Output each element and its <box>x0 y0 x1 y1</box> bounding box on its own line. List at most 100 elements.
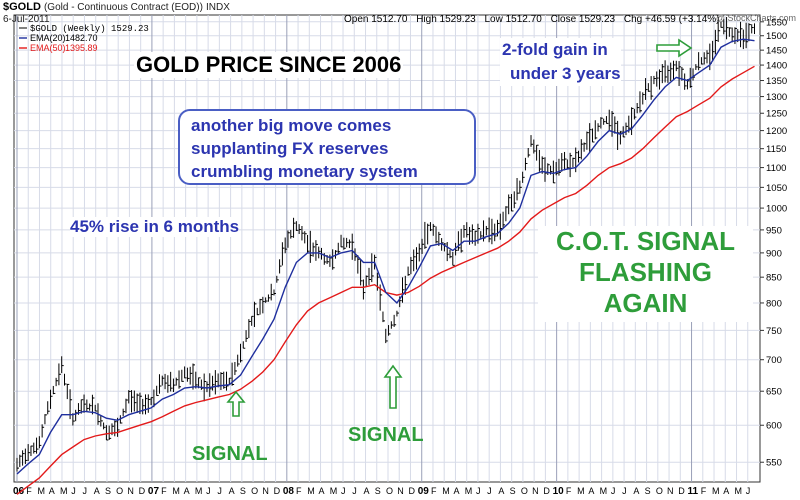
x-tick-label: N <box>667 486 674 496</box>
x-tick-label: J <box>71 486 76 496</box>
high-label: High <box>416 14 437 25</box>
x-tick-label: J <box>622 486 627 496</box>
y-tick-label: 550 <box>766 458 782 469</box>
stockcharts-watermark: @ StockCharts.com <box>715 13 796 23</box>
ohlc-readout: Open 1512.70 High 1529.23 Low 1512.70 Cl… <box>344 14 720 25</box>
y-tick-label: 1400 <box>766 61 787 72</box>
y-tick-label: 850 <box>766 273 782 284</box>
y-tick-label: 1200 <box>766 126 787 137</box>
callout-line-2: supplanting FX reserves <box>191 139 389 158</box>
symbol-subtitle: (Gold - Continuous Contract (EOD)) <box>43 2 203 13</box>
price-bars <box>16 16 756 472</box>
x-tick-label: F <box>161 486 167 496</box>
annotation-gain: 2-fold gain in under 3 years <box>500 38 621 86</box>
open-value: 1512.70 <box>371 14 408 25</box>
annotation-signal-1: SIGNAL <box>192 443 268 465</box>
x-tick-label: M <box>172 486 180 496</box>
x-tick-label: M <box>465 486 473 496</box>
gain-arrow <box>656 38 693 58</box>
x-axis: 06 F M A M J J A S O N D 07 F M A M J J A S O N D 08 F M A M J J A S O N D 0… <box>13 486 750 497</box>
x-tick-label: A <box>723 486 729 496</box>
x-tick-label: A <box>588 486 594 496</box>
price-legend-label: $GOLD (Weekly) 1529.23 <box>30 24 149 34</box>
close-label: Close <box>550 14 577 25</box>
x-tick-label: O <box>116 486 123 496</box>
annotation-signal-2: SIGNAL <box>348 424 424 446</box>
exchange: INDX <box>205 2 230 13</box>
ema20-legend-value: 1482.70 <box>65 33 98 43</box>
chart-symbol-title: $GOLD (Gold - Continuous Contract (EOD))… <box>3 1 230 13</box>
annotation-cot-signal: C.O.T. SIGNAL FLASHING AGAIN <box>538 226 753 322</box>
x-tick-label: O <box>251 486 258 496</box>
y-tick-label: 1300 <box>766 92 787 103</box>
y-tick-label: 950 <box>766 225 782 236</box>
gain-line-1: 2-fold gain in <box>502 40 608 59</box>
y-tick-label: 1350 <box>766 76 787 87</box>
y-tick-label: 1500 <box>766 31 787 42</box>
x-tick-label: M <box>60 486 68 496</box>
x-tick-label: M <box>735 486 743 496</box>
y-tick-label: 750 <box>766 326 782 337</box>
y-tick-label: 1150 <box>766 144 786 155</box>
x-tick-label: M <box>37 486 45 496</box>
y-axis: 550 600 650 700 750 800 850 900 950 1000 1050 1100 1… <box>760 17 787 469</box>
y-tick-label: 1000 <box>766 204 787 215</box>
x-tick-label: S <box>645 486 651 496</box>
x-tick-label: M <box>307 486 315 496</box>
y-tick-label: 650 <box>766 387 782 398</box>
x-tick-label: M <box>195 486 203 496</box>
y-tick-label: 1050 <box>766 183 787 194</box>
x-tick-label: J <box>746 486 751 496</box>
x-tick-label: A <box>498 486 504 496</box>
x-tick-label: J <box>82 486 87 496</box>
cot-line-1: C.O.T. SIGNAL <box>555 226 736 256</box>
x-tick-label: M <box>442 486 450 496</box>
x-tick-label: A <box>184 486 190 496</box>
y-tick-label: 1550 <box>766 17 787 28</box>
up-arrow-icon <box>226 390 246 417</box>
x-tick-label: M <box>712 486 720 496</box>
x-tick-label: M <box>577 486 585 496</box>
x-tick-label: 06 <box>13 486 25 497</box>
x-tick-label: N <box>397 486 404 496</box>
x-tick-label: 09 <box>418 486 430 497</box>
low-value: 1512.70 <box>505 14 542 25</box>
x-tick-label: J <box>341 486 346 496</box>
cot-line-3: AGAIN <box>603 288 688 318</box>
x-tick-label: D <box>678 486 685 496</box>
x-tick-label: F <box>566 486 572 496</box>
x-tick-label: M <box>600 486 608 496</box>
right-arrow-icon <box>656 38 693 58</box>
y-tick-label: 1100 <box>766 163 786 174</box>
y-tick-label: 600 <box>766 421 782 432</box>
y-tick-label: 800 <box>766 298 782 309</box>
callout-line-1: another big move comes <box>191 116 392 135</box>
y-tick-label: 1250 <box>766 109 787 120</box>
chart-date: 6-Jul-2011 <box>3 14 50 25</box>
x-tick-label: S <box>375 486 381 496</box>
x-tick-label: F <box>296 486 302 496</box>
x-tick-label: A <box>229 486 235 496</box>
x-tick-label: A <box>49 486 55 496</box>
symbol: $GOLD <box>3 1 41 13</box>
x-tick-label: M <box>330 486 338 496</box>
annotation-title: GOLD PRICE SINCE 2006 <box>134 52 404 78</box>
ema20-line <box>16 38 755 475</box>
x-tick-label: J <box>611 486 616 496</box>
x-tick-label: S <box>240 486 246 496</box>
x-tick-label: F <box>26 486 32 496</box>
chg-label: Chg <box>623 14 643 25</box>
annotation-rise: 45% rise in 6 months <box>70 217 240 237</box>
x-tick-label: N <box>532 486 539 496</box>
y-tick-label: 700 <box>766 355 782 366</box>
x-tick-label: O <box>656 486 663 496</box>
x-tick-label: A <box>94 486 100 496</box>
x-tick-label: F <box>431 486 437 496</box>
x-tick-label: 07 <box>148 486 160 497</box>
x-tick-label: A <box>453 486 459 496</box>
x-tick-label: O <box>386 486 393 496</box>
x-tick-label: 10 <box>553 486 565 497</box>
x-tick-label: 08 <box>283 486 295 497</box>
cot-line-2: FLASHING <box>579 257 712 287</box>
x-tick-label: J <box>476 486 481 496</box>
